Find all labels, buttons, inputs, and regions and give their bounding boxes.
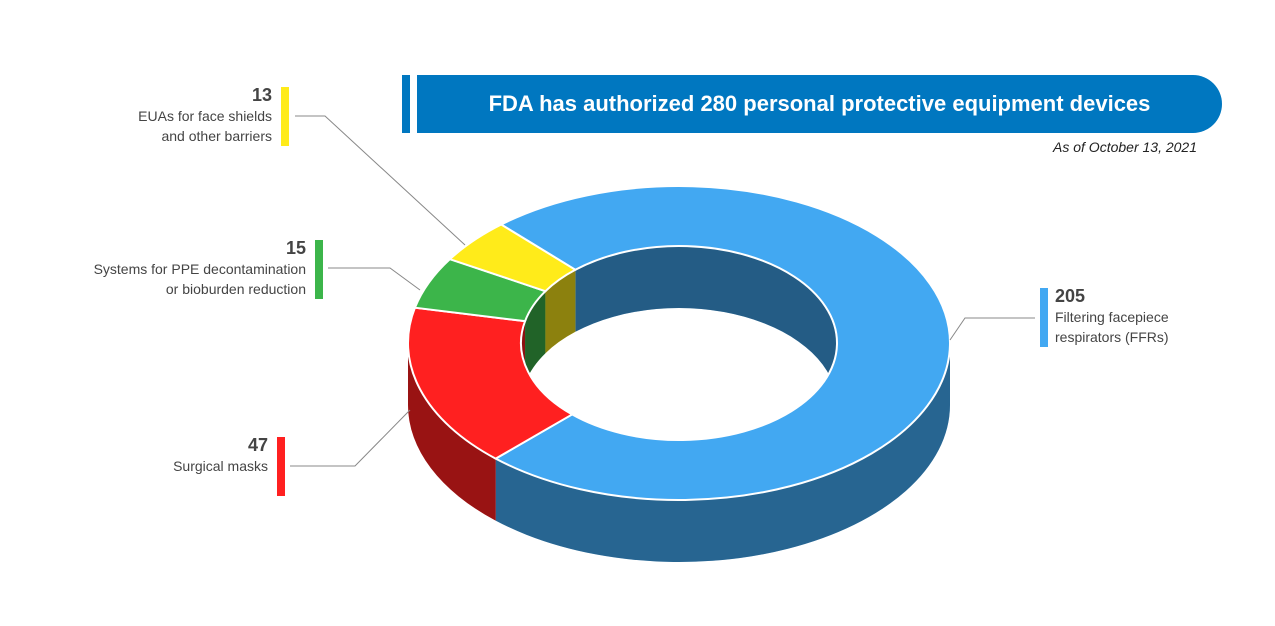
slice: [407, 306, 575, 460]
slice-inner-wall: [575, 245, 837, 405]
slice-inner-wall: [545, 269, 576, 354]
category-label: Filtering facepiece respirators (FFRs): [1055, 309, 1169, 345]
slice-inner-wall: [525, 291, 546, 384]
slice-shade: [495, 343, 950, 563]
chart-subtitle: As of October 13, 2021: [1053, 139, 1197, 155]
leader-line: [328, 267, 421, 291]
slice-shade: [575, 245, 837, 405]
category-label: EUAs for face shields and other barriers: [138, 108, 272, 144]
title-accent: [402, 75, 410, 133]
slice-outer-wall: [495, 343, 950, 563]
value-label: 47: [247, 435, 268, 455]
slice-outer-wall: [408, 343, 496, 521]
leader-line: [290, 409, 411, 467]
chart-title: FDA has authorized 280 personal protecti…: [417, 75, 1222, 133]
legend-swatch: [1040, 288, 1048, 347]
slice: [447, 223, 578, 293]
legend-swatch: [281, 87, 289, 146]
slice-shade: [525, 291, 546, 384]
category-label: Systems for PPE decontamination or biobu…: [93, 261, 306, 297]
value-label: 13: [251, 85, 272, 105]
slice: [493, 185, 951, 501]
slice-shade: [408, 343, 496, 521]
legend-swatch: [277, 437, 285, 496]
value-label: 15: [285, 238, 306, 258]
leader-line: [949, 317, 1035, 341]
value-label: 205: [1055, 286, 1086, 306]
slice-shade: [545, 269, 576, 354]
category-label: Surgical masks: [173, 458, 268, 474]
legend-swatch: [315, 240, 323, 299]
leader-line: [295, 115, 466, 246]
